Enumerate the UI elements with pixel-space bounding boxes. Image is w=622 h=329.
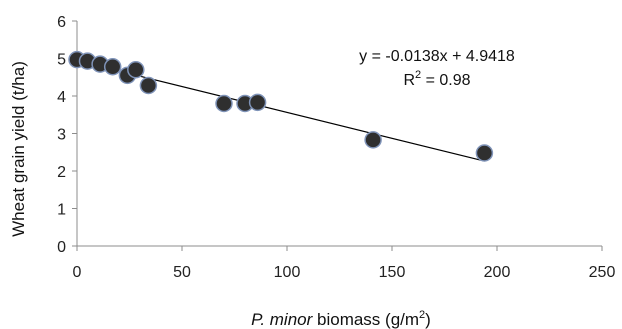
data-point <box>364 131 382 149</box>
ticks: 0 1 2 3 4 5 6 0 50 100 150 200 250 <box>57 14 615 281</box>
y-tick-label: 2 <box>57 164 66 181</box>
x-axis-label-sup: 2 <box>419 309 425 321</box>
data-point <box>215 94 233 113</box>
axes <box>76 21 602 247</box>
x-axis-label-italic: P. minor <box>251 310 313 329</box>
y-axis-label: Wheat grain yield (t/ha) <box>9 61 28 237</box>
x-axis-label: P. minor biomass (g/m2) <box>251 309 431 329</box>
x-tick-label: 0 <box>73 264 82 281</box>
r-squared-sup: 2 <box>415 69 421 81</box>
x-axis-label-text: biomass (g/m <box>312 310 419 329</box>
x-axis-label-close: ) <box>425 310 431 329</box>
r-squared-label: R2 = 0.98 <box>403 69 470 89</box>
data-points <box>68 50 494 162</box>
y-tick-label: 1 <box>57 202 66 219</box>
x-tick-label: 250 <box>589 264 616 281</box>
trendline <box>76 60 485 162</box>
x-tick-label: 50 <box>173 264 191 281</box>
data-point <box>103 58 122 76</box>
trendline-equation: y = -0.0138x + 4.9418 <box>359 48 515 65</box>
x-tick-label: 100 <box>274 264 301 281</box>
y-tick-label: 5 <box>57 52 66 69</box>
trendline-layer <box>76 60 485 162</box>
x-tick-label: 150 <box>379 264 406 281</box>
x-tick-label: 200 <box>484 264 511 281</box>
r-squared-prefix: R <box>403 72 415 89</box>
data-point <box>127 61 145 79</box>
y-tick-label: 6 <box>57 14 66 31</box>
y-tick-label: 0 <box>57 239 66 256</box>
y-tick-label: 4 <box>57 89 66 106</box>
y-tick-label: 3 <box>57 127 66 144</box>
data-point <box>139 76 158 95</box>
data-point <box>475 144 494 162</box>
data-point <box>248 93 267 112</box>
r-squared-value: = 0.98 <box>421 72 470 89</box>
